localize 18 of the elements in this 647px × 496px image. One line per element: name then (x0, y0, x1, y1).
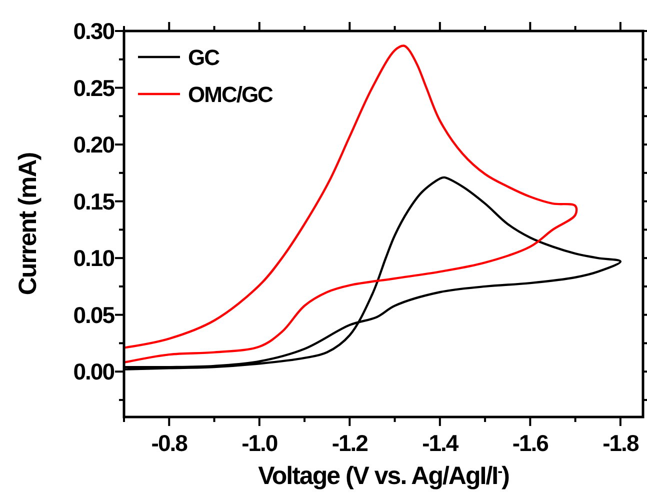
y-tick-label: 0.15 (73, 188, 116, 214)
x-tick-label: -1.0 (242, 430, 278, 456)
legend-label: GC (188, 45, 220, 70)
legend-label: OMC/GC (188, 82, 274, 107)
y-tick-label: 0.20 (73, 132, 114, 158)
y-tick-label: 0.30 (73, 18, 114, 44)
y-tick-label: 0.25 (73, 74, 116, 101)
y-tick-label: 0.10 (73, 245, 114, 272)
y-tick-label: 0.00 (73, 358, 114, 385)
x-axis-title: Voltage (V vs. Ag/AgI/I$^{-}$) (258, 462, 510, 490)
y-tick-label: 0.05 (73, 302, 116, 328)
x-tick-label: -1.4 (422, 430, 459, 456)
x-tick-label: -1.8 (602, 430, 640, 456)
x-tick-label: -0.8 (151, 430, 188, 456)
line-series (122, 44, 576, 364)
x-tick-label: -1.2 (332, 430, 368, 456)
x-tick-label: -1.6 (512, 430, 548, 456)
y-axis-title: Current (mA) (14, 152, 42, 296)
